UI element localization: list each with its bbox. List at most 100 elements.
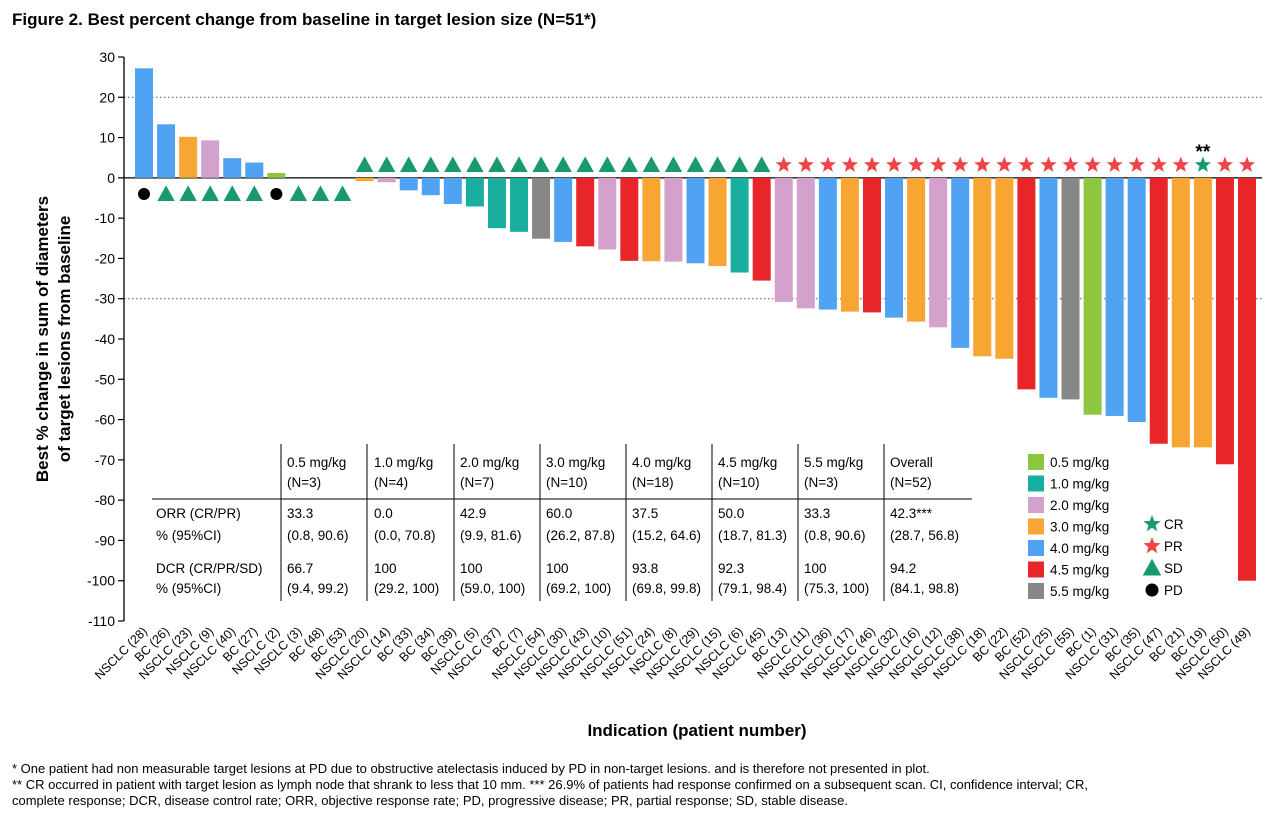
bar — [752, 177, 771, 281]
legend-response-label: PR — [1164, 539, 1183, 554]
bar — [840, 177, 859, 312]
y-tick-label: 20 — [99, 89, 115, 105]
legend-swatch — [1028, 561, 1044, 578]
table-row-sublabel: % (95%CI) — [156, 528, 221, 543]
table-header-dose: 4.5 mg/kg — [718, 455, 777, 470]
legend-swatch — [1028, 475, 1044, 492]
table-cell-ci: (15.2, 64.6) — [632, 528, 701, 543]
pr-marker — [1106, 156, 1123, 172]
y-tick-label: 30 — [99, 49, 115, 65]
bar — [355, 177, 374, 182]
waterfall-chart: 3020100-10-20-30-40-50-60-70-80-90-100-1… — [33, 49, 1262, 740]
legend-dose-label: 0.5 mg/kg — [1050, 455, 1109, 470]
y-tick-label: -100 — [87, 573, 115, 589]
table-header-n: (N=18) — [632, 475, 674, 490]
sd-marker — [664, 156, 683, 172]
table-row-label: DCR (CR/PR/SD) — [156, 561, 263, 576]
bar — [135, 68, 153, 178]
sd-marker — [377, 156, 396, 172]
bar — [973, 177, 992, 357]
table-cell-value: 94.2 — [890, 561, 916, 576]
table-header-n: (N=52) — [890, 475, 932, 490]
table-header-n: (N=3) — [287, 475, 321, 490]
x-axis-title: Indication (patient number) — [587, 721, 806, 740]
bar — [421, 177, 440, 196]
pr-marker — [863, 156, 881, 172]
figure-title: Figure 2. Best percent change from basel… — [12, 10, 597, 29]
pr-marker — [952, 156, 969, 172]
sd-marker — [620, 156, 638, 172]
bar — [642, 177, 661, 262]
table-cell-value: 33.3 — [287, 506, 313, 521]
pr-marker — [775, 156, 792, 172]
bar — [1193, 177, 1212, 448]
table-header-dose: 1.0 mg/kg — [374, 455, 433, 470]
pr-marker — [1062, 156, 1079, 172]
bar — [907, 177, 926, 322]
table-cell-value: 100 — [374, 561, 397, 576]
bar — [532, 177, 551, 239]
table-row-label: ORR (CR/PR) — [156, 506, 241, 521]
table-header-dose: Overall — [890, 455, 933, 470]
table-cell-value: 100 — [804, 561, 827, 576]
bar — [796, 177, 815, 309]
table-cell-ci: (9.9, 81.6) — [460, 528, 522, 543]
bar — [487, 177, 506, 229]
table-cell-ci: (9.4, 99.2) — [287, 581, 349, 596]
table-cell-ci: (69.8, 99.8) — [632, 581, 701, 596]
cr-marker — [1194, 156, 1211, 172]
footnote-1: * One patient had non measurable target … — [12, 761, 1262, 777]
bar — [245, 162, 264, 178]
sd-marker — [510, 156, 528, 172]
y-tick-label: 0 — [107, 170, 115, 186]
table-header-dose: 4.0 mg/kg — [632, 455, 691, 470]
bar — [1127, 177, 1146, 422]
bar — [1017, 177, 1036, 390]
y-axis-title-line1: Best % change in sum of diameters — [33, 196, 52, 482]
table-cell-ci: (84.1, 98.8) — [890, 581, 959, 596]
bar — [399, 177, 418, 191]
legend-swatch — [1028, 454, 1044, 470]
bar — [1061, 177, 1080, 400]
y-tick-label: -30 — [95, 291, 115, 307]
sd-marker — [554, 156, 572, 172]
legend-swatch — [1028, 583, 1044, 599]
legend-swatch — [1028, 540, 1044, 556]
bar — [157, 124, 176, 178]
pr-marker — [1128, 156, 1145, 172]
legend-response-label: SD — [1164, 561, 1183, 576]
cr-note: ** — [1195, 142, 1210, 163]
table-cell-value: 33.3 — [804, 506, 830, 521]
sd-marker — [333, 185, 352, 201]
table-cell-value: 42.3*** — [890, 506, 933, 521]
table-cell-value: 100 — [460, 561, 483, 576]
bar — [267, 173, 286, 178]
bar — [818, 177, 837, 310]
table-header-n: (N=4) — [374, 475, 408, 490]
table-header-n: (N=7) — [460, 475, 494, 490]
bar — [1105, 177, 1124, 416]
bar — [686, 177, 705, 264]
bar — [598, 177, 617, 250]
table-header-dose: 3.0 mg/kg — [546, 455, 605, 470]
legend-response-label: CR — [1164, 517, 1184, 532]
legend-response-label: PD — [1164, 583, 1183, 598]
bar — [620, 177, 639, 261]
y-axis-title-line2: of target lesions from baseline — [55, 216, 74, 463]
sd-marker — [488, 156, 506, 172]
pr-marker — [819, 156, 836, 172]
bar — [929, 177, 948, 328]
bar — [1215, 177, 1234, 465]
sd-marker — [179, 185, 197, 201]
bar — [885, 177, 904, 318]
sd-marker — [422, 156, 440, 172]
table-header-n: (N=3) — [804, 475, 838, 490]
pr-marker — [908, 156, 925, 172]
y-tick-label: -50 — [95, 371, 115, 387]
pr-marker — [1040, 156, 1057, 172]
sd-marker — [355, 156, 374, 172]
table-cell-ci: (0.8, 90.6) — [287, 528, 349, 543]
bar — [730, 177, 749, 273]
sd-marker — [642, 156, 661, 172]
table-cell-ci: (28.7, 56.8) — [890, 528, 959, 543]
